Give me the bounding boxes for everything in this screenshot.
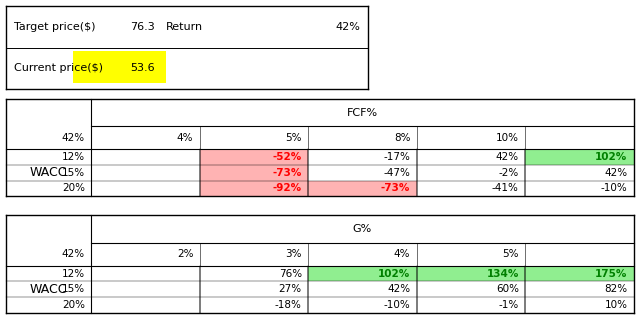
Text: 5%: 5% (285, 133, 302, 143)
Text: 53.6: 53.6 (130, 63, 155, 73)
Text: 15%: 15% (61, 168, 85, 178)
Text: -1%: -1% (499, 300, 519, 310)
Text: 42%: 42% (61, 249, 85, 259)
Text: -17%: -17% (383, 152, 410, 162)
FancyBboxPatch shape (525, 266, 634, 281)
Text: 3%: 3% (285, 249, 302, 259)
Text: 10%: 10% (496, 133, 519, 143)
Text: G%: G% (353, 224, 372, 234)
Text: -41%: -41% (492, 183, 519, 193)
Text: -10%: -10% (383, 300, 410, 310)
Text: 175%: 175% (595, 269, 627, 279)
Text: 42%: 42% (61, 133, 85, 143)
Text: 15%: 15% (61, 284, 85, 294)
Text: -47%: -47% (383, 168, 410, 178)
Text: 2%: 2% (177, 249, 193, 259)
FancyBboxPatch shape (200, 150, 308, 165)
Text: Return: Return (166, 22, 203, 32)
Text: 4%: 4% (394, 249, 410, 259)
Text: -73%: -73% (273, 168, 302, 178)
Text: 60%: 60% (496, 284, 519, 294)
Text: 12%: 12% (61, 269, 85, 279)
Text: 42%: 42% (336, 22, 361, 32)
FancyBboxPatch shape (200, 165, 308, 181)
Text: 4%: 4% (177, 133, 193, 143)
FancyBboxPatch shape (74, 51, 166, 83)
Text: -18%: -18% (275, 300, 302, 310)
FancyBboxPatch shape (200, 181, 308, 196)
Text: 12%: 12% (61, 152, 85, 162)
Text: 42%: 42% (496, 152, 519, 162)
FancyBboxPatch shape (308, 266, 417, 281)
Text: -73%: -73% (381, 183, 410, 193)
Text: 102%: 102% (378, 269, 410, 279)
Text: 8%: 8% (394, 133, 410, 143)
Text: 76.3: 76.3 (130, 22, 155, 32)
Text: WACC: WACC (30, 283, 67, 296)
Text: -10%: -10% (600, 183, 627, 193)
Text: -92%: -92% (273, 183, 302, 193)
Text: 134%: 134% (486, 269, 519, 279)
FancyBboxPatch shape (308, 181, 417, 196)
Text: Current price($): Current price($) (13, 63, 102, 73)
Text: 82%: 82% (604, 284, 627, 294)
Text: 10%: 10% (604, 300, 627, 310)
Text: -52%: -52% (273, 152, 302, 162)
Text: 20%: 20% (62, 183, 85, 193)
Text: -2%: -2% (499, 168, 519, 178)
Text: WACC: WACC (30, 166, 67, 179)
Text: 27%: 27% (278, 284, 302, 294)
Text: 5%: 5% (502, 249, 519, 259)
Text: 20%: 20% (62, 300, 85, 310)
Text: 42%: 42% (604, 168, 627, 178)
Text: 102%: 102% (595, 152, 627, 162)
Text: 42%: 42% (387, 284, 410, 294)
Text: 76%: 76% (278, 269, 302, 279)
Text: Target price($): Target price($) (13, 22, 95, 32)
Text: FCF%: FCF% (347, 108, 378, 117)
FancyBboxPatch shape (525, 150, 634, 165)
FancyBboxPatch shape (417, 266, 525, 281)
